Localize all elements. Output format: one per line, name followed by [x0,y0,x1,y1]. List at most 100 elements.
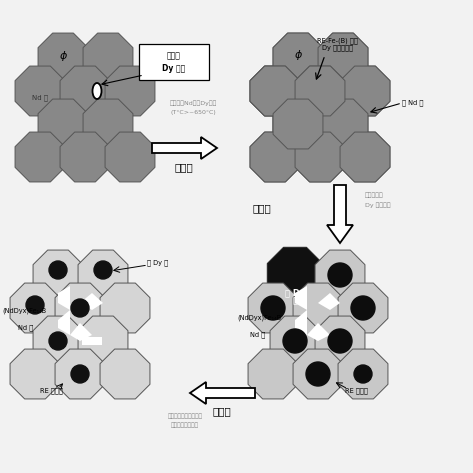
Circle shape [71,365,89,383]
Polygon shape [295,66,345,116]
Circle shape [328,329,352,353]
Polygon shape [105,66,155,116]
Text: (T°C>~650°C): (T°C>~650°C) [170,111,216,115]
Polygon shape [338,349,388,399]
Polygon shape [80,293,103,310]
Polygon shape [78,316,128,366]
Text: 第二步: 第二步 [253,203,272,213]
Text: 层: 层 [292,297,298,306]
Polygon shape [60,132,110,182]
Polygon shape [295,132,345,182]
Polygon shape [318,33,368,83]
Polygon shape [250,132,300,182]
Polygon shape [273,33,323,83]
Text: 稀磁合金Nd相与Dy反应: 稀磁合金Nd相与Dy反应 [170,100,218,106]
Circle shape [283,329,307,353]
Polygon shape [10,283,60,333]
Polygon shape [327,185,353,243]
Polygon shape [100,283,150,333]
Polygon shape [60,66,110,116]
Polygon shape [340,66,390,116]
Text: 第一步: 第一步 [175,162,193,172]
Polygon shape [105,132,155,182]
Polygon shape [273,99,323,149]
Circle shape [354,365,372,383]
Polygon shape [10,349,60,399]
Polygon shape [250,66,300,116]
Text: RE 氧化物: RE 氧化物 [345,388,368,394]
Circle shape [26,296,44,314]
Text: Dy 扩散交换层: Dy 扩散交换层 [322,44,352,51]
Circle shape [94,261,112,279]
Polygon shape [58,310,70,335]
Polygon shape [55,349,105,399]
Polygon shape [338,283,388,333]
Polygon shape [340,66,390,116]
Circle shape [328,263,352,287]
Text: Dy 渗入相间: Dy 渗入相间 [365,202,391,208]
Polygon shape [78,250,128,300]
Polygon shape [55,283,105,333]
Polygon shape [307,323,330,341]
Text: RE-Fe-(B) 相，: RE-Fe-(B) 相， [316,38,358,44]
Polygon shape [70,323,92,341]
FancyBboxPatch shape [139,44,209,80]
Polygon shape [38,99,88,149]
Polygon shape [295,310,307,335]
Polygon shape [33,250,83,300]
Polygon shape [295,132,345,182]
Polygon shape [340,132,390,182]
Circle shape [306,362,330,386]
Polygon shape [270,316,320,366]
Polygon shape [318,99,368,149]
Text: Dy 颗粒: Dy 颗粒 [162,64,185,73]
Text: 富 Dy: 富 Dy [285,289,305,298]
Polygon shape [250,132,300,182]
Polygon shape [100,349,150,399]
Text: 富 Dy 多: 富 Dy 多 [147,260,168,266]
Polygon shape [273,33,323,83]
Polygon shape [315,250,365,300]
Polygon shape [83,33,133,83]
Polygon shape [15,66,65,116]
Text: (NdDyx)Fe₁₄B: (NdDyx)Fe₁₄B [2,308,46,314]
Polygon shape [250,66,300,116]
Polygon shape [318,293,340,310]
Text: $\phi$: $\phi$ [294,48,303,62]
Text: 第三步: 第三步 [213,406,231,416]
Text: 成分继一步均匀化: 成分继一步均匀化 [171,422,199,428]
Text: RE 氧化物: RE 氧化物 [40,388,63,394]
Polygon shape [315,316,365,366]
Polygon shape [295,286,307,310]
Polygon shape [38,33,88,83]
Circle shape [351,296,375,320]
Polygon shape [58,286,70,310]
FancyBboxPatch shape [82,337,102,345]
Polygon shape [83,99,133,149]
Polygon shape [293,349,343,399]
Polygon shape [33,316,83,366]
Ellipse shape [93,83,102,99]
Circle shape [49,332,67,350]
Polygon shape [273,99,323,149]
Polygon shape [293,283,343,333]
Polygon shape [295,66,345,116]
Circle shape [71,299,89,317]
Text: 温度升高，: 温度升高， [365,192,384,198]
Polygon shape [318,33,368,83]
Polygon shape [152,137,217,159]
Text: Nd 相: Nd 相 [18,324,33,331]
Text: Nd 相: Nd 相 [250,332,265,338]
Polygon shape [248,349,298,399]
Text: Nd 相: Nd 相 [32,95,48,101]
Polygon shape [250,66,300,116]
Circle shape [261,296,285,320]
Polygon shape [340,132,390,182]
Polygon shape [248,283,298,333]
Polygon shape [273,99,323,149]
Polygon shape [15,132,65,182]
Text: 制造度升高利利延长，: 制造度升高利利延长， [167,413,202,419]
Polygon shape [318,99,368,149]
Ellipse shape [290,73,330,108]
Text: $\phi$: $\phi$ [59,49,68,63]
